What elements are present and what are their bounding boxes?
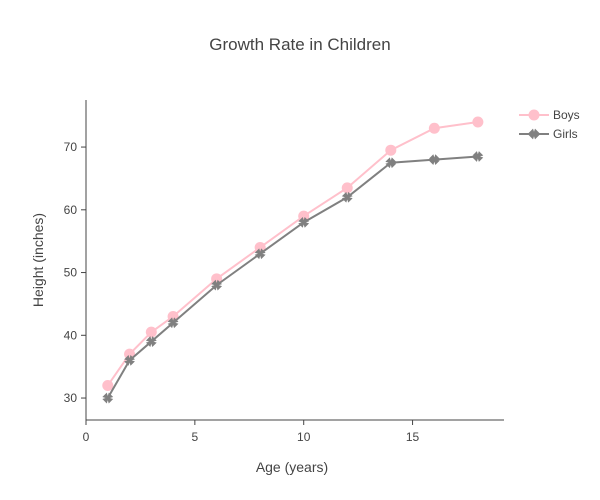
- legend-label: Boys: [553, 108, 580, 122]
- legend-label: Girls: [553, 127, 578, 141]
- series-boys: [102, 116, 484, 391]
- x-tick-label: 5: [192, 430, 199, 444]
- girls-point[interactable]: [167, 317, 179, 329]
- girls-point[interactable]: [472, 151, 484, 162]
- boys-line: [106, 120, 479, 387]
- x-tick-label: 10: [297, 430, 311, 444]
- y-tick-label: 50: [64, 266, 78, 280]
- y-tick-label: 40: [64, 328, 78, 342]
- girls-point[interactable]: [298, 216, 310, 228]
- y-axis-title: Height (inches): [30, 213, 46, 307]
- legend-item-girls[interactable]: Girls: [519, 127, 578, 141]
- x-tick-label: 15: [406, 430, 420, 444]
- girls-point[interactable]: [211, 279, 223, 291]
- y-tick-label: 30: [64, 391, 78, 405]
- legend[interactable]: Boys Girls: [519, 108, 580, 141]
- boys-point[interactable]: [145, 326, 157, 338]
- series-girls: [102, 151, 484, 404]
- x-tick-label: 0: [83, 430, 90, 444]
- boys-point[interactable]: [472, 116, 484, 128]
- boys-point[interactable]: [428, 122, 440, 134]
- chart-title: Growth Rate in Children: [209, 35, 390, 54]
- boys-point[interactable]: [341, 182, 353, 194]
- boys-point[interactable]: [102, 379, 114, 391]
- girls-point[interactable]: [385, 157, 397, 169]
- legend-item-boys[interactable]: Boys: [519, 108, 580, 122]
- y-tick-label: 70: [64, 140, 78, 154]
- girls-point[interactable]: [428, 154, 440, 166]
- girls-point[interactable]: [124, 354, 135, 366]
- legend-swatch-marker[interactable]: [528, 128, 540, 140]
- x-axis-title: Age (years): [256, 459, 328, 475]
- girls-line: [106, 155, 478, 399]
- boys-point[interactable]: [385, 144, 397, 156]
- girls-point[interactable]: [145, 336, 157, 347]
- axes: 0 5 10 15 30 40 50 60 70: [64, 100, 504, 444]
- series-layer: [102, 116, 484, 404]
- legend-swatch-marker[interactable]: [528, 109, 540, 121]
- girls-point[interactable]: [341, 191, 353, 203]
- girls-point[interactable]: [254, 248, 266, 260]
- y-tick-label: 60: [64, 203, 78, 217]
- girls-point[interactable]: [102, 392, 114, 404]
